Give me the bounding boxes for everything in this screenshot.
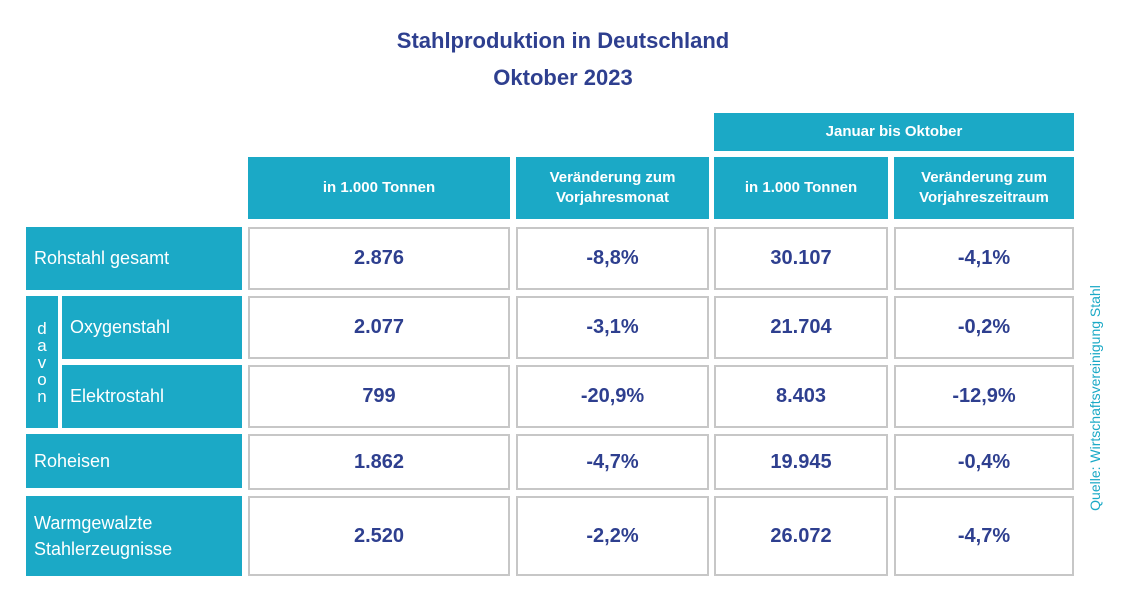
davon-label: d a v o n <box>26 296 58 428</box>
page-subtitle: Oktober 2023 <box>493 65 633 90</box>
table-cell: -20,9% <box>516 365 709 428</box>
davon-letter: n <box>37 386 47 406</box>
table-cell: -0,2% <box>894 296 1074 359</box>
davon-letter: o <box>37 369 47 389</box>
davon-letter: a <box>37 335 47 355</box>
row-label-elektrostahl: Elektrostahl <box>62 365 242 428</box>
table-cell: 2.876 <box>248 227 510 290</box>
davon-letter: v <box>37 352 47 372</box>
source-text: Quelle: Wirtschaftsvereinigung Stahl <box>1087 285 1103 511</box>
col-header-change-month: Veränderung zum Vorjahresmonat <box>516 157 709 219</box>
table-cell: 8.403 <box>714 365 888 428</box>
row-label-roheisen: Roheisen <box>26 434 242 488</box>
table-cell: -4,1% <box>894 227 1074 290</box>
table-cell: -3,1% <box>516 296 709 359</box>
group-header-januar-bis-oktober: Januar bis Oktober <box>714 113 1074 151</box>
table-cell: -2,2% <box>516 496 709 576</box>
col-header-tonnen-month: in 1.000 Tonnen <box>248 157 510 219</box>
table-cell: 1.862 <box>248 434 510 490</box>
table-cell: 21.704 <box>714 296 888 359</box>
col-header-change-ytd: Veränderung zum Vorjahreszeitraum <box>894 157 1074 219</box>
row-label-warmgewalzte-stahlerzeugnisse: Warmgewalzte Stahlerzeugnisse <box>26 496 242 576</box>
table-cell: -12,9% <box>894 365 1074 428</box>
row-label-rohstahl-gesamt: Rohstahl gesamt <box>26 227 242 290</box>
page-title: Stahlproduktion in Deutschland <box>396 28 730 53</box>
table-cell: 799 <box>248 365 510 428</box>
table-cell: -0,4% <box>894 434 1074 490</box>
table-cell: 30.107 <box>714 227 888 290</box>
table-cell: 2.077 <box>248 296 510 359</box>
row-label-oxygenstahl: Oxygenstahl <box>62 296 242 359</box>
table-cell: 26.072 <box>714 496 888 576</box>
table-cell: 2.520 <box>248 496 510 576</box>
davon-letter: d <box>37 318 47 338</box>
table-cell: -8,8% <box>516 227 709 290</box>
table-cell: 19.945 <box>714 434 888 490</box>
table-cell: -4,7% <box>516 434 709 490</box>
table-cell: -4,7% <box>894 496 1074 576</box>
col-header-tonnen-ytd: in 1.000 Tonnen <box>714 157 888 219</box>
